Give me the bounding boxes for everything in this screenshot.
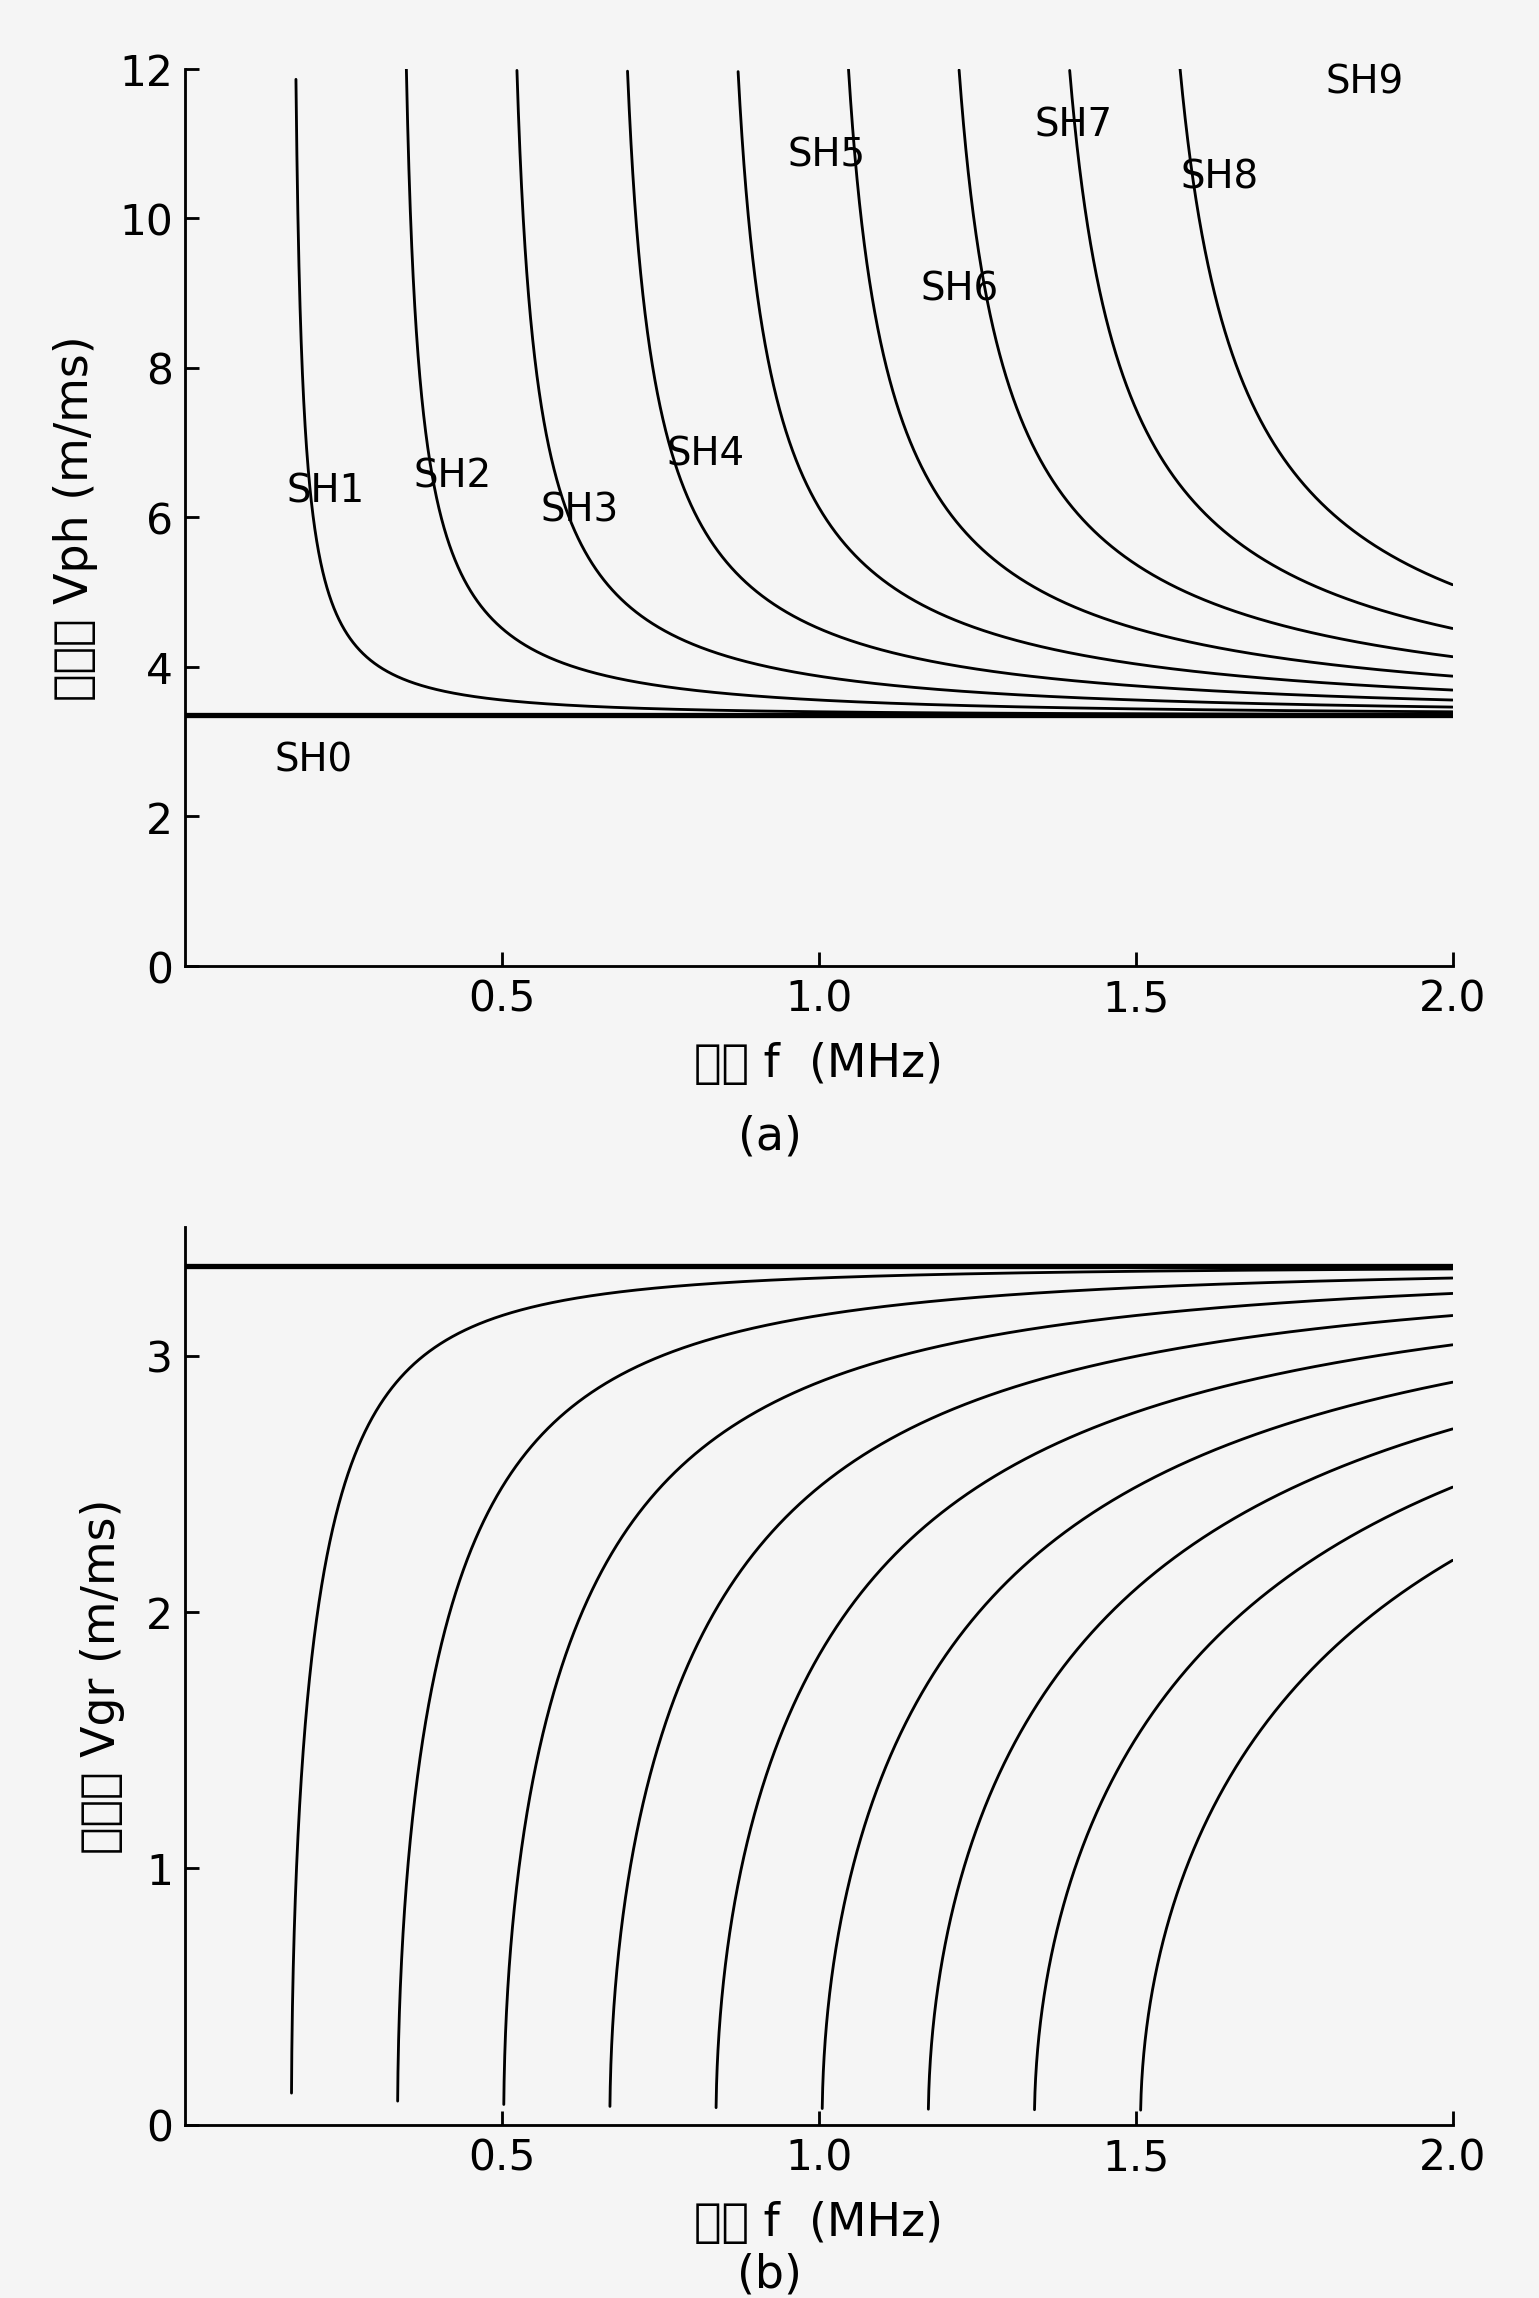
Text: (b): (b) bbox=[737, 2252, 802, 2298]
Text: SH4: SH4 bbox=[666, 434, 745, 473]
Text: SH6: SH6 bbox=[920, 271, 999, 308]
X-axis label: 频率 f  (MHz): 频率 f (MHz) bbox=[694, 1041, 943, 1087]
X-axis label: 频率 f  (MHz): 频率 f (MHz) bbox=[694, 2199, 943, 2245]
Text: SH5: SH5 bbox=[786, 136, 865, 175]
Y-axis label: 相速度 Vph (m/ms): 相速度 Vph (m/ms) bbox=[52, 336, 98, 701]
Text: SH8: SH8 bbox=[1180, 159, 1257, 198]
Text: SH0: SH0 bbox=[274, 742, 352, 779]
Text: SH9: SH9 bbox=[1325, 64, 1404, 101]
Text: SH1: SH1 bbox=[286, 473, 365, 510]
Y-axis label: 群速度 Vgr (m/ms): 群速度 Vgr (m/ms) bbox=[80, 1498, 125, 1854]
Text: (a): (a) bbox=[737, 1115, 802, 1160]
Text: SH7: SH7 bbox=[1034, 106, 1113, 145]
Text: SH2: SH2 bbox=[414, 457, 491, 496]
Text: SH3: SH3 bbox=[540, 492, 619, 529]
